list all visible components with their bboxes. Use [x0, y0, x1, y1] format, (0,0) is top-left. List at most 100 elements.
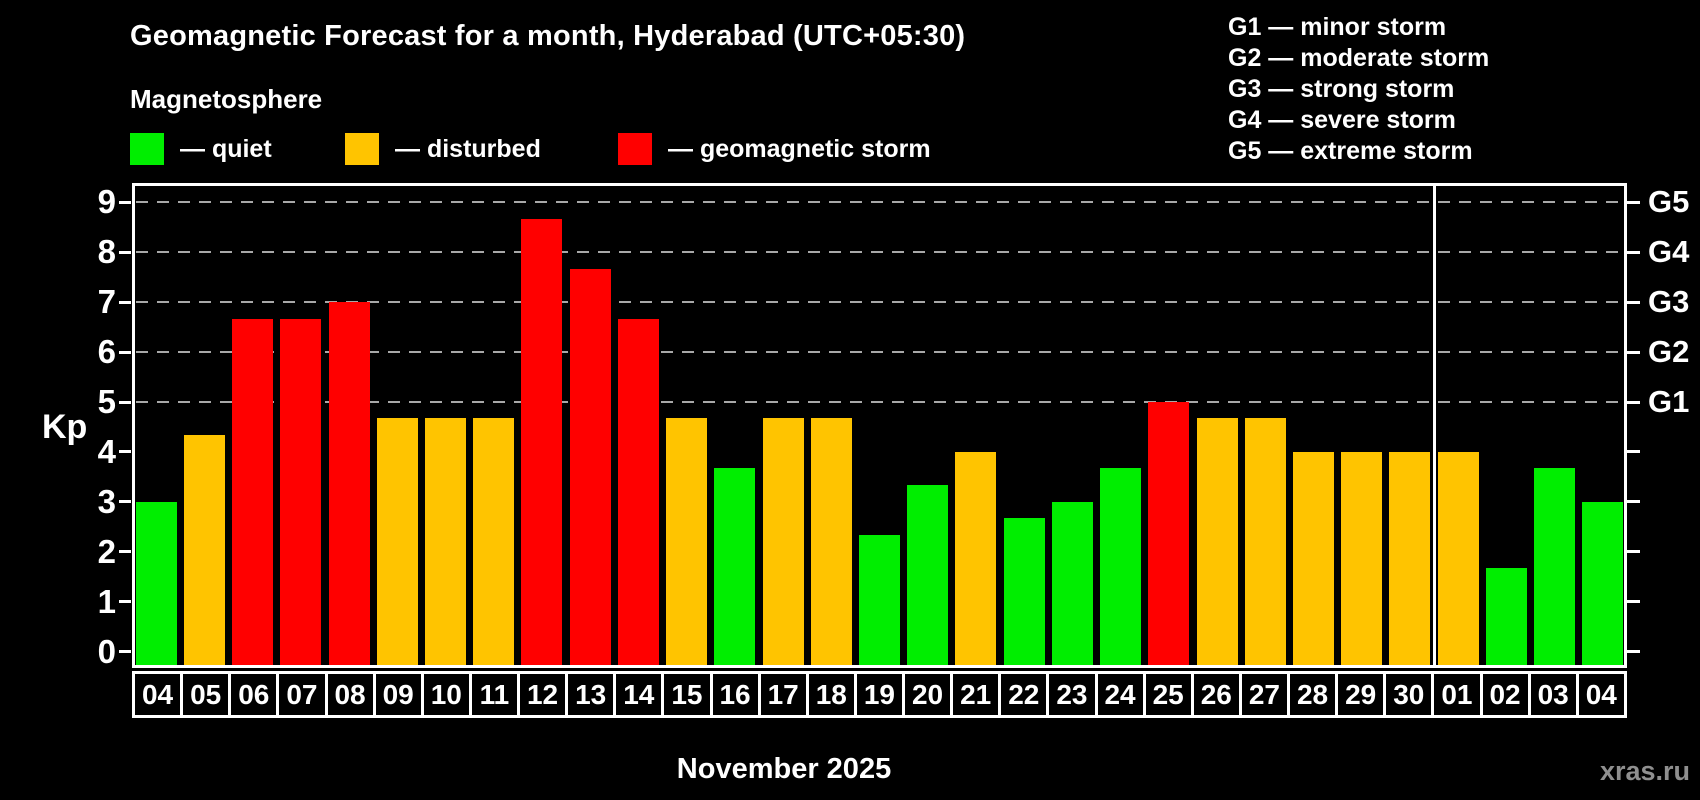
chart-subtitle: Magnetosphere — [130, 84, 323, 114]
x-axis-day-label: 23 — [1046, 671, 1098, 718]
y-tick-label: 9 — [97, 183, 116, 221]
kp-bar — [376, 418, 418, 665]
y-tick-mark — [119, 200, 131, 204]
legend-item-quiet: — quiet — [130, 133, 272, 165]
x-axis-day-label: 27 — [1238, 671, 1290, 718]
y-tick-label: 5 — [97, 383, 116, 420]
x-axis-day-label: 20 — [902, 671, 954, 718]
g-scale-label-g2: G2 — [1648, 334, 1690, 370]
right-tick-mark — [1627, 250, 1640, 254]
right-tick-mark — [1627, 400, 1640, 404]
x-axis-day-label: 21 — [950, 671, 1002, 718]
y-tick-mark — [119, 250, 131, 254]
plot-frame — [132, 183, 1627, 668]
kp-bar — [1437, 451, 1479, 665]
x-axis-day-label: 17 — [757, 671, 809, 718]
legend-item-disturbed: — disturbed — [345, 133, 541, 165]
storm-scale-legend-line: G5 — extreme storm — [1228, 137, 1473, 165]
kp-bar — [280, 318, 322, 665]
y-axis-title: Kp — [42, 408, 88, 446]
y-tick-mark — [119, 300, 131, 304]
kp-bar — [569, 268, 611, 665]
x-axis-day-labels: 04 05 06 07 08 09 10 11 12 13 14 15 16 17 18 19 20 21 22 23… — [132, 671, 1627, 718]
legend-storm-label: — geomagnetic storm — [668, 134, 931, 163]
y-tick-mark — [119, 500, 131, 504]
x-axis-day-label: 18 — [805, 671, 857, 718]
x-axis-day-label: 30 — [1383, 671, 1435, 718]
kp-bar — [232, 318, 274, 665]
x-axis-day-label: 05 — [180, 671, 232, 718]
kp-bar — [1100, 468, 1142, 665]
kp-bar — [424, 418, 466, 665]
kp-bar — [521, 218, 563, 665]
legend-disturbed-label: — disturbed — [395, 134, 541, 163]
gridline-kp-9 — [136, 201, 1623, 204]
x-axis-day-label: 19 — [853, 671, 905, 718]
storm-scale-legend-line: G1 — minor storm — [1228, 13, 1447, 41]
right-tick-mark — [1627, 450, 1640, 454]
kp-bar — [1051, 501, 1093, 665]
y-tick-mark — [119, 400, 131, 404]
x-axis-day-label: 08 — [324, 671, 376, 718]
kp-bar — [617, 318, 659, 665]
y-tick-label: 7 — [97, 283, 116, 321]
right-tick-mark — [1627, 300, 1640, 304]
x-axis-day-label: 04 — [132, 671, 184, 718]
x-axis-day-label: 29 — [1335, 671, 1387, 718]
storm-scale-legend-line: G2 — moderate storm — [1228, 44, 1490, 72]
x-axis-day-label: 07 — [276, 671, 328, 718]
x-axis-month-label: November 2025 — [676, 753, 892, 785]
kp-bar — [135, 501, 177, 665]
kp-bar — [183, 435, 225, 665]
g-scale-label-g3: G3 — [1648, 284, 1690, 320]
x-axis-day-label: 03 — [1527, 671, 1579, 718]
kp-bar — [1582, 501, 1624, 665]
kp-bar — [762, 418, 804, 665]
kp-bar — [1341, 451, 1383, 665]
y-tick-label: 0 — [97, 632, 116, 670]
y-tick-label: 8 — [97, 233, 116, 271]
x-axis-day-label: 14 — [613, 671, 665, 718]
x-axis-day-label: 26 — [1190, 671, 1242, 718]
kp-bar — [1196, 418, 1238, 665]
x-axis-day-label: 06 — [228, 671, 280, 718]
legend-quiet-label: — quiet — [180, 134, 272, 163]
storm-scale-legend-line: G4 — severe storm — [1228, 106, 1456, 134]
x-axis-day-label: 24 — [1094, 671, 1146, 718]
watermark: xras.ru — [1599, 756, 1690, 786]
kp-bar — [328, 302, 370, 665]
gridline-kp-7 — [136, 301, 1623, 304]
x-axis-day-label: 13 — [565, 671, 617, 718]
y-tick-mark — [119, 600, 131, 604]
y-tick-label: 6 — [97, 333, 116, 371]
kp-bar — [1534, 468, 1576, 665]
y-tick-mark — [119, 450, 131, 454]
kp-bar — [1485, 568, 1527, 665]
x-axis-day-label: 04 — [1575, 671, 1627, 718]
x-axis-day-label: 25 — [1142, 671, 1194, 718]
chart-title: Geomagnetic Forecast for a month, Hydera… — [130, 20, 966, 52]
storm-swatch-icon — [618, 133, 652, 165]
kp-bar — [859, 535, 900, 665]
kp-bar — [1293, 451, 1335, 665]
disturbed-swatch-icon — [345, 133, 379, 165]
kp-bar — [1244, 418, 1286, 665]
g-scale-label-g1: G1 — [1648, 384, 1690, 419]
x-axis-day-label: 16 — [709, 671, 761, 718]
y-tick-mark — [119, 350, 131, 354]
quiet-swatch-icon — [130, 133, 164, 165]
gridlines-layer — [132, 183, 1627, 668]
kp-bar — [473, 418, 515, 665]
right-tick-mark — [1627, 200, 1640, 204]
kp-bar — [666, 418, 708, 665]
x-axis-day-label: 11 — [468, 671, 520, 718]
bars-layer — [132, 183, 1627, 668]
right-tick-mark — [1627, 600, 1640, 604]
right-tick-mark — [1627, 350, 1640, 354]
x-axis-day-label: 02 — [1479, 671, 1531, 718]
y-tick-label: 2 — [97, 532, 116, 570]
gridline-kp-6 — [136, 351, 1623, 354]
x-axis-day-label: 10 — [420, 671, 472, 718]
kp-bar — [1389, 451, 1431, 665]
